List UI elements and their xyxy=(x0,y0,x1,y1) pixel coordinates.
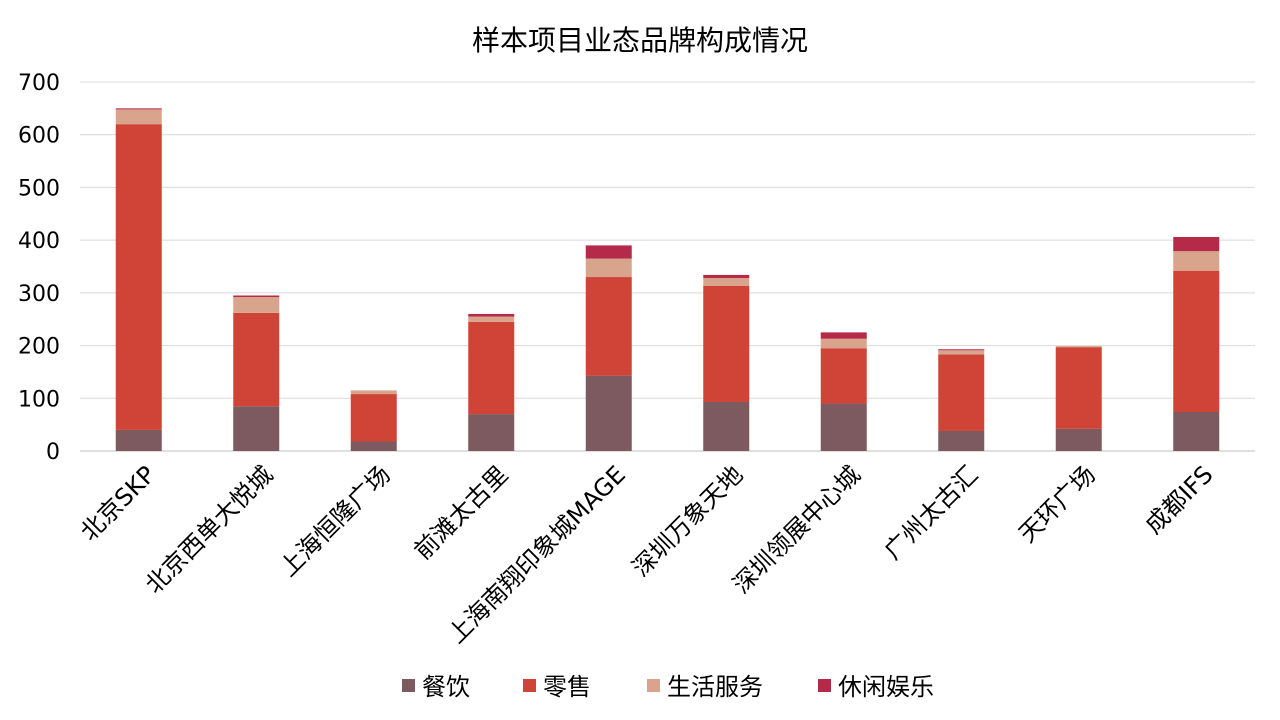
bar-segment xyxy=(1173,270,1220,412)
bar-segment xyxy=(115,108,162,110)
y-tick-label: 100 xyxy=(18,387,60,412)
bar-segment xyxy=(938,430,985,451)
bar-segment xyxy=(1173,236,1220,252)
legend-label: 餐饮 xyxy=(422,673,470,701)
y-tick-label: 400 xyxy=(18,229,60,254)
legend-swatch xyxy=(402,679,415,692)
bar-segment xyxy=(938,350,985,355)
legend-swatch xyxy=(523,679,536,692)
bar-segment xyxy=(115,109,162,125)
bar-segment xyxy=(585,277,632,376)
bar-segment xyxy=(1055,347,1102,429)
bar-segment xyxy=(820,403,867,451)
bar-segment xyxy=(585,245,632,259)
y-tick-label: 200 xyxy=(18,335,60,360)
y-tick-label: 600 xyxy=(18,124,60,149)
bar-segment xyxy=(233,312,280,407)
bar-segment xyxy=(938,354,985,431)
bar-segment xyxy=(350,394,397,442)
chart-title: 样本项目业态品牌构成情况 xyxy=(472,24,808,57)
bar-segment xyxy=(233,406,280,451)
bar-segment xyxy=(233,295,280,298)
bars xyxy=(115,108,1220,451)
bar-segment xyxy=(468,414,515,451)
bar-segment xyxy=(1055,428,1102,451)
bar-segment xyxy=(820,338,867,349)
x-tick-label: 北京SKP xyxy=(75,460,161,546)
bar-segment xyxy=(115,429,162,451)
bar-segment xyxy=(1055,346,1102,348)
bar-segment xyxy=(703,274,750,279)
x-tick-label: 深圳万象天地 xyxy=(627,460,749,582)
x-tick-label: 天环广场 xyxy=(1013,460,1101,548)
bar-segment xyxy=(938,349,985,351)
legend-swatch xyxy=(647,679,660,692)
x-tick-label: 深圳领展中心城 xyxy=(727,460,866,599)
bar-segment xyxy=(350,390,397,395)
bar-segment xyxy=(468,321,515,415)
bar-segment xyxy=(585,258,632,278)
y-tick-label: 0 xyxy=(46,440,60,465)
bar-segment xyxy=(820,332,867,339)
bar-segment xyxy=(468,316,515,322)
y-axis-tick-labels: 0 100 200 300 400 500 600 700 xyxy=(18,71,60,465)
y-tick-label: 300 xyxy=(18,282,60,307)
bar-segment xyxy=(1173,251,1220,271)
x-tick-label: 北京西单大悦城 xyxy=(140,460,279,599)
y-tick-label: 500 xyxy=(18,176,60,201)
bar-segment xyxy=(585,375,632,451)
legend-label: 零售 xyxy=(543,673,591,701)
legend: 餐饮 零售 生活服务 休闲娱乐 xyxy=(402,673,934,701)
bar-segment xyxy=(468,313,515,317)
bar-segment xyxy=(350,441,397,451)
y-tick-label: 700 xyxy=(18,71,60,96)
bar-segment xyxy=(703,286,750,402)
bar-segment xyxy=(115,124,162,430)
legend-label: 生活服务 xyxy=(667,673,763,701)
x-tick-label: 广州太古汇 xyxy=(879,460,984,565)
bar-segment xyxy=(820,348,867,404)
legend-label: 休闲娱乐 xyxy=(838,673,934,701)
x-tick-label: 上海恒隆广场 xyxy=(274,460,396,582)
legend-swatch xyxy=(818,679,831,692)
bar-segment xyxy=(233,297,280,313)
x-tick-label: 前滩太古里 xyxy=(409,460,514,565)
bar-segment xyxy=(1173,411,1220,451)
x-tick-label: 成都IFS xyxy=(1140,460,1219,539)
bar-segment xyxy=(703,401,750,451)
bar-segment xyxy=(703,278,750,287)
